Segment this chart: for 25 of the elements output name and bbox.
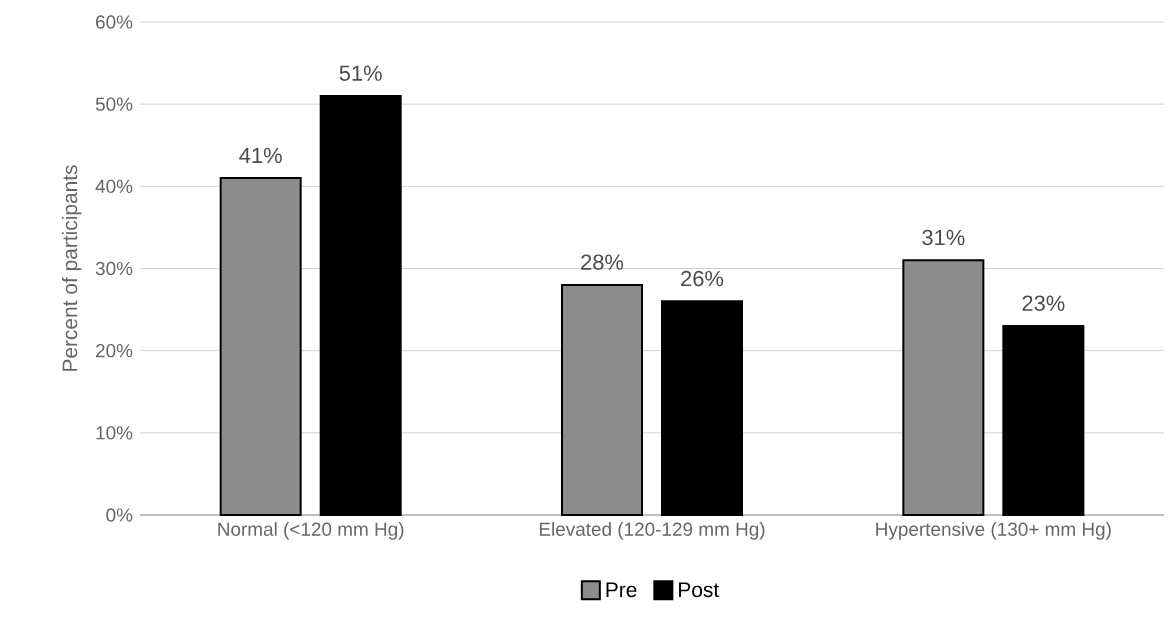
x-tick-label: Hypertensive (130+ mm Hg) bbox=[876, 522, 1111, 540]
y-tick-label: 0% bbox=[106, 508, 133, 522]
data-label: 51% bbox=[339, 65, 382, 81]
bar bbox=[319, 94, 402, 516]
y-tick-label: 40% bbox=[95, 179, 133, 194]
x-tick-label: Elevated (120-129 mm Hg) bbox=[539, 522, 765, 540]
bar bbox=[1002, 325, 1085, 516]
data-label: 28% bbox=[581, 254, 624, 270]
bar bbox=[902, 259, 985, 516]
legend-label: Pre bbox=[606, 582, 637, 598]
bar bbox=[219, 177, 302, 516]
y-tick-label: 60% bbox=[96, 15, 133, 29]
y-tick-label: 30% bbox=[95, 261, 133, 276]
legend-label: Post bbox=[679, 582, 720, 598]
data-label: 31% bbox=[922, 229, 965, 246]
data-label: 23% bbox=[1022, 295, 1065, 311]
bar bbox=[561, 283, 644, 516]
y-tick-label: 20% bbox=[96, 343, 133, 358]
x-tick-label: Normal (<120 mm Hg) bbox=[218, 522, 404, 540]
y-axis-title: Percent of participants bbox=[61, 165, 82, 371]
data-label: 26% bbox=[681, 270, 724, 287]
bar bbox=[661, 300, 744, 516]
y-tick-label: 50% bbox=[95, 97, 133, 111]
data-label: 41% bbox=[239, 147, 282, 164]
y-tick-label: 10% bbox=[96, 426, 133, 440]
